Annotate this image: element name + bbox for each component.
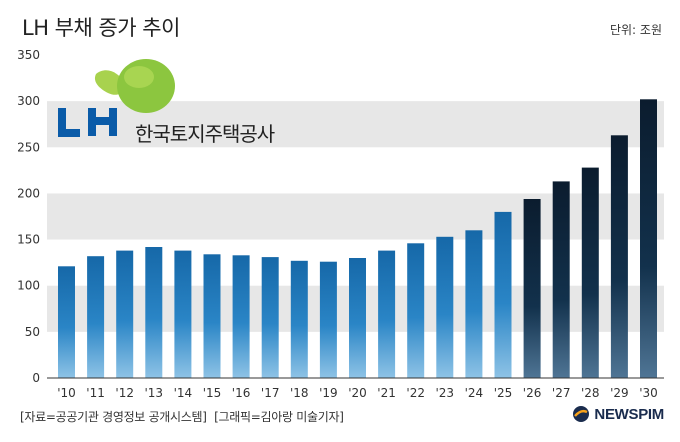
logo-letter-l xyxy=(58,108,80,137)
source-note: [자료=공공기관 경영정보 공개시스템] [그래픽=김아랑 미술기자] xyxy=(20,408,348,425)
x-tick-label: '24 xyxy=(465,386,484,400)
grid-band xyxy=(47,193,664,240)
y-tick-label: 250 xyxy=(17,140,40,154)
x-tick-label: '11 xyxy=(86,386,105,400)
x-tick-label: '22 xyxy=(406,386,425,400)
x-tick-label: '21 xyxy=(377,386,396,400)
source-text: [자료=공공기관 경영정보 공개시스템] xyxy=(20,410,207,424)
bar-forecast xyxy=(610,135,628,378)
newspim-label: NEWSPIM xyxy=(594,405,664,423)
bar-actual xyxy=(174,250,192,378)
x-tick-label: '12 xyxy=(115,386,134,400)
y-tick-label: 50 xyxy=(25,325,40,339)
bar-actual xyxy=(290,260,308,378)
lh-logo xyxy=(58,59,175,137)
x-tick-label: '23 xyxy=(436,386,455,400)
x-tick-label: '16 xyxy=(232,386,251,400)
x-tick-label: '19 xyxy=(319,386,338,400)
bar-actual xyxy=(378,250,396,378)
x-tick-label: '17 xyxy=(261,386,280,400)
chart-title: LH 부채 증가 추이 xyxy=(22,16,180,40)
y-tick-label: 300 xyxy=(17,94,40,108)
unit-label: 단위: 조원 xyxy=(609,23,662,37)
y-tick-label: 350 xyxy=(17,48,40,62)
bar-forecast xyxy=(640,99,657,379)
credit-text: [그래픽=김아랑 미술기자] xyxy=(214,410,344,424)
bar-actual xyxy=(436,236,454,378)
bar-actual xyxy=(261,257,279,378)
y-tick-label: 100 xyxy=(17,279,40,293)
x-tick-label: '25 xyxy=(494,386,513,400)
bar-actual xyxy=(407,243,425,378)
y-tick-label: 200 xyxy=(17,186,40,200)
x-tick-label: '27 xyxy=(552,386,571,400)
logo-company-name: 한국토지주택공사 xyxy=(135,122,275,146)
bar-actual xyxy=(232,255,250,378)
x-tick-label: '28 xyxy=(581,386,600,400)
x-tick-label: '18 xyxy=(290,386,309,400)
bar-actual xyxy=(349,258,366,378)
x-tick-label: '20 xyxy=(348,386,367,400)
bar-actual xyxy=(87,256,105,378)
bar-actual xyxy=(116,250,134,378)
x-tick-label: '10 xyxy=(57,386,76,400)
x-tick-label: '15 xyxy=(203,386,222,400)
logo-leaf-highlight xyxy=(124,66,154,88)
x-tick-label: '30 xyxy=(639,386,658,400)
newspim-brand: NEWSPIM xyxy=(572,405,664,423)
bar-actual xyxy=(319,261,337,378)
x-tick-label: '14 xyxy=(174,386,193,400)
bar-forecast xyxy=(552,181,570,378)
newspim-globe-icon xyxy=(573,406,590,422)
y-tick-label: 150 xyxy=(17,233,40,247)
bar-actual xyxy=(203,254,221,378)
bar-actual xyxy=(58,266,75,378)
y-tick-label: 0 xyxy=(32,371,40,385)
x-tick-label: '13 xyxy=(145,386,164,400)
bar-actual xyxy=(145,247,163,378)
bar-actual xyxy=(494,211,512,378)
logo-letter-h xyxy=(88,108,117,136)
bar-forecast xyxy=(581,167,599,378)
x-tick-label: '29 xyxy=(610,386,629,400)
bar-forecast xyxy=(523,199,541,378)
x-tick-label: '26 xyxy=(523,386,542,400)
bar-actual xyxy=(465,230,483,378)
